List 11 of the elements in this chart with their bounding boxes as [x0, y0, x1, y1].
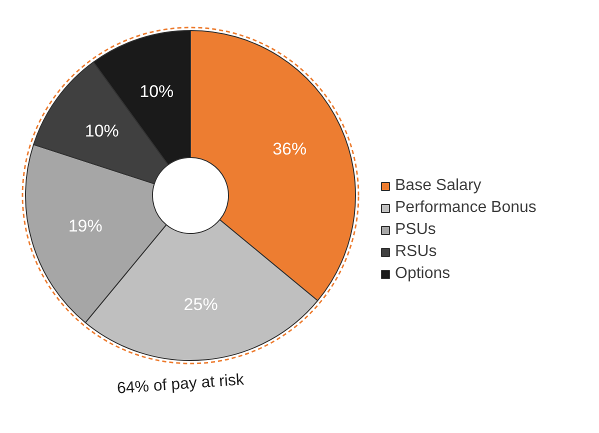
data-label: 10%	[84, 122, 119, 141]
legend-label: RSUs	[395, 243, 437, 261]
legend-label: PSUs	[395, 221, 436, 239]
legend-label: Options	[395, 265, 450, 283]
data-label: 19%	[68, 216, 102, 236]
data-label: 10%	[140, 82, 174, 101]
data-label: 36%	[272, 139, 307, 158]
legend-label: Base Salary	[395, 177, 482, 195]
text: 64% of pay at risk	[116, 372, 246, 398]
legend-label: Performance Bonus	[395, 199, 536, 217]
data-label: 25%	[184, 295, 218, 314]
